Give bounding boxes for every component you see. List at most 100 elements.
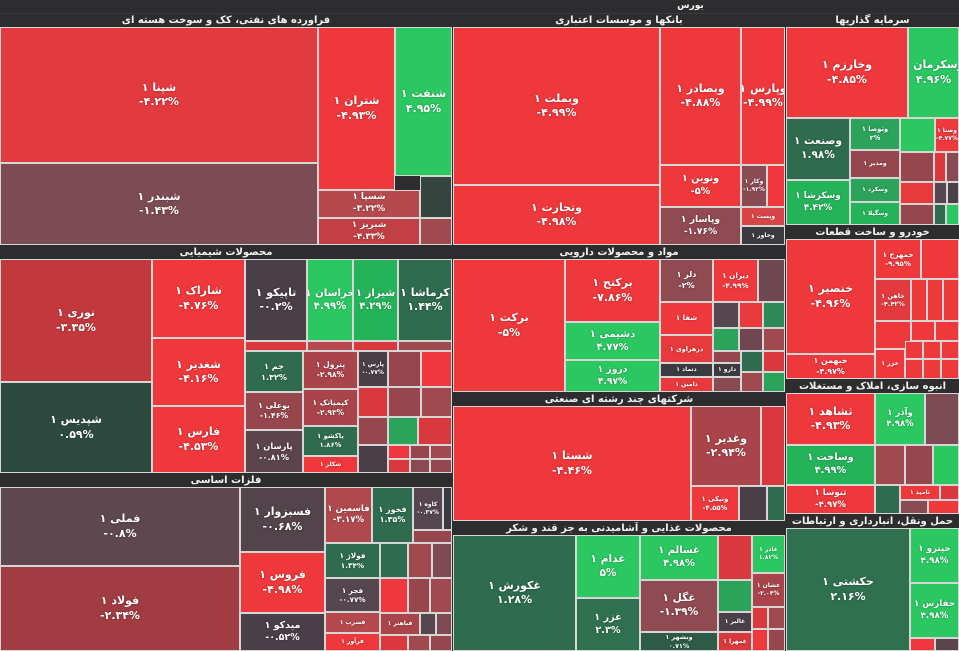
stock-tile[interactable]	[436, 613, 452, 635]
stock-tile[interactable]	[430, 459, 452, 473]
stock-tile[interactable]: وپارس ۱-۴.۹۹%	[741, 27, 785, 165]
stock-tile[interactable]	[921, 239, 959, 279]
stock-tile[interactable]	[418, 417, 452, 445]
stock-tile[interactable]	[767, 486, 785, 521]
stock-tile[interactable]: جم ۱ ۱.۳۲%	[245, 351, 303, 392]
stock-tile[interactable]: فسبزوار ۱ -۰.۶۸%	[240, 487, 325, 552]
stock-tile[interactable]: وبشهر ۱ ۰.۷۱%	[640, 632, 718, 651]
stock-tile[interactable]	[900, 500, 928, 514]
stock-tile[interactable]	[410, 445, 430, 459]
stock-tile[interactable]	[380, 578, 408, 613]
stock-tile[interactable]: فرآور ۱	[325, 633, 380, 651]
stock-tile[interactable]	[935, 321, 959, 341]
stock-tile[interactable]	[388, 387, 421, 417]
stock-tile[interactable]: نوری ۱ -۳.۳۵%	[0, 259, 152, 382]
stock-tile[interactable]: وتجارت ۱ -۴.۹۸%	[453, 185, 660, 245]
sector-header[interactable]: مواد و محصولات دارویی	[453, 246, 785, 259]
stock-tile[interactable]	[741, 372, 763, 392]
stock-tile[interactable]: وپست ۱	[741, 207, 785, 226]
stock-tile[interactable]: دلر ۱ -۲%	[660, 259, 713, 302]
stock-tile[interactable]	[718, 580, 752, 612]
stock-tile[interactable]	[905, 341, 923, 359]
stock-tile[interactable]: غزر ۱ ۲.۳%	[576, 598, 640, 651]
stock-tile[interactable]	[420, 613, 436, 635]
stock-tile[interactable]	[718, 535, 752, 580]
stock-tile[interactable]: غاذر ۱ ۱.۸۲%	[752, 535, 785, 573]
stock-tile[interactable]: خمهرح ۱ -۹.۹۵%	[875, 239, 921, 279]
stock-tile[interactable]	[443, 487, 452, 530]
stock-tile[interactable]: برکت ۱ -۵%	[453, 259, 565, 392]
stock-tile[interactable]	[923, 359, 941, 379]
stock-tile[interactable]: ونیکی ۱ -۴.۵۵%	[691, 486, 739, 521]
stock-tile[interactable]: وسکرد ۱	[850, 178, 900, 202]
stock-tile[interactable]: خنصیر ۱ -۴.۹۶%	[786, 239, 875, 354]
stock-tile[interactable]: فباهنر ۱	[380, 613, 420, 635]
stock-tile[interactable]: کرماشا ۱ ۱.۴۴%	[398, 259, 452, 341]
stock-tile[interactable]: وخارزم ۱ -۴.۸۵%	[786, 27, 908, 118]
stock-tile[interactable]	[388, 459, 410, 473]
stock-tile[interactable]	[900, 182, 934, 204]
stock-tile[interactable]: ونوین ۱ -۵%	[660, 165, 741, 207]
stock-tile[interactable]	[767, 165, 785, 207]
stock-tile[interactable]: وخاور ۱	[741, 226, 785, 245]
stock-tile[interactable]: میدکو ۱ -۰.۵۲%	[240, 613, 325, 651]
stock-tile[interactable]	[307, 341, 353, 351]
stock-tile[interactable]: فملی ۱ -۰.۸%	[0, 487, 240, 566]
stock-tile[interactable]	[380, 635, 408, 651]
stock-tile[interactable]	[934, 204, 946, 225]
stock-tile[interactable]: پارس ۱ -۰.۷۷%	[358, 351, 388, 387]
stock-tile[interactable]	[910, 638, 935, 651]
stock-tile[interactable]	[388, 445, 410, 459]
stock-tile[interactable]	[430, 635, 452, 651]
sector-header[interactable]: فراورده های نفتی، کک و سوخت هسته ای	[0, 14, 452, 27]
stock-tile[interactable]	[946, 204, 959, 225]
stock-tile[interactable]: غالبر ۱	[718, 612, 752, 632]
stock-tile[interactable]: وبملت ۱ -۴.۹۹%	[453, 27, 660, 185]
stock-tile[interactable]	[358, 387, 388, 417]
stock-tile[interactable]	[358, 417, 388, 445]
sector-header[interactable]: خودرو و ساخت قطعات	[786, 226, 959, 239]
sector-header[interactable]: سرمایه گذاریها	[786, 14, 959, 27]
stock-tile[interactable]: شبریز ۱ -۴.۳۳%	[318, 218, 420, 245]
stock-tile[interactable]: وبصادر ۱ -۴.۸۸%	[660, 27, 741, 165]
sector-header[interactable]: انبوه سازی، املاک و مستغلات	[786, 380, 959, 393]
stock-tile[interactable]	[420, 218, 452, 245]
stock-tile[interactable]	[941, 359, 959, 379]
stock-tile[interactable]	[752, 607, 768, 629]
stock-tile[interactable]	[410, 459, 430, 473]
stock-tile[interactable]: شکلر ۱	[303, 456, 358, 473]
stock-tile[interactable]	[943, 279, 959, 321]
stock-tile[interactable]: وسکرشا ۱ ۴.۴۲%	[786, 180, 850, 225]
stock-tile[interactable]	[739, 302, 763, 328]
stock-tile[interactable]: فجر ۱ -۰.۷۷%	[325, 578, 380, 612]
stock-tile[interactable]: وغدیر ۱ -۲.۹۴%	[691, 406, 761, 486]
stock-tile[interactable]	[911, 279, 927, 321]
stock-tile[interactable]	[358, 445, 388, 473]
sector-header[interactable]: محصولات شیمیایی	[0, 246, 452, 259]
stock-tile[interactable]	[713, 377, 741, 392]
stock-tile[interactable]	[941, 341, 959, 359]
stock-tile[interactable]: شیراز ۱ ۴.۲۹%	[353, 259, 398, 341]
stock-tile[interactable]	[758, 259, 785, 302]
stock-tile[interactable]: وساخت ۱ ۴.۹۹%	[786, 445, 875, 485]
stock-tile[interactable]: خاهن ۱ -۴.۴۲%	[875, 279, 911, 321]
stock-tile[interactable]: حفارس ۱ ۴.۹۸%	[910, 583, 959, 638]
stock-tile[interactable]	[408, 578, 430, 613]
stock-tile[interactable]: کیمیاتک ۱ -۲.۹۳%	[303, 389, 358, 426]
stock-tile[interactable]	[768, 629, 785, 651]
stock-tile[interactable]: وکار ۱ -۱.۹۲%	[741, 165, 767, 207]
stock-tile[interactable]: خراسان ۱ ۴.۹۹%	[307, 259, 353, 341]
stock-tile[interactable]: وصنا ۱ -۴.۷۷%	[935, 118, 959, 152]
stock-tile[interactable]	[245, 341, 307, 351]
stock-tile[interactable]: شفا ۱	[660, 302, 713, 335]
stock-tile[interactable]: شبندر ۱ -۱.۴۳%	[0, 163, 318, 245]
stock-tile[interactable]	[900, 152, 934, 182]
stock-tile[interactable]	[739, 328, 763, 351]
stock-tile[interactable]: وصنعت ۱ ۱.۹۸%	[786, 118, 850, 180]
stock-tile[interactable]: غدام ۱ ۵%	[576, 535, 640, 598]
stock-tile[interactable]: شتران ۱ -۴.۹۳%	[318, 27, 395, 190]
stock-tile[interactable]: خبهمن ۱ -۴.۹۷%	[786, 354, 875, 379]
stock-tile[interactable]	[761, 406, 785, 486]
stock-tile[interactable]: غکورش ۱ ۱.۲۸%	[453, 535, 576, 651]
stock-tile[interactable]	[933, 445, 959, 485]
